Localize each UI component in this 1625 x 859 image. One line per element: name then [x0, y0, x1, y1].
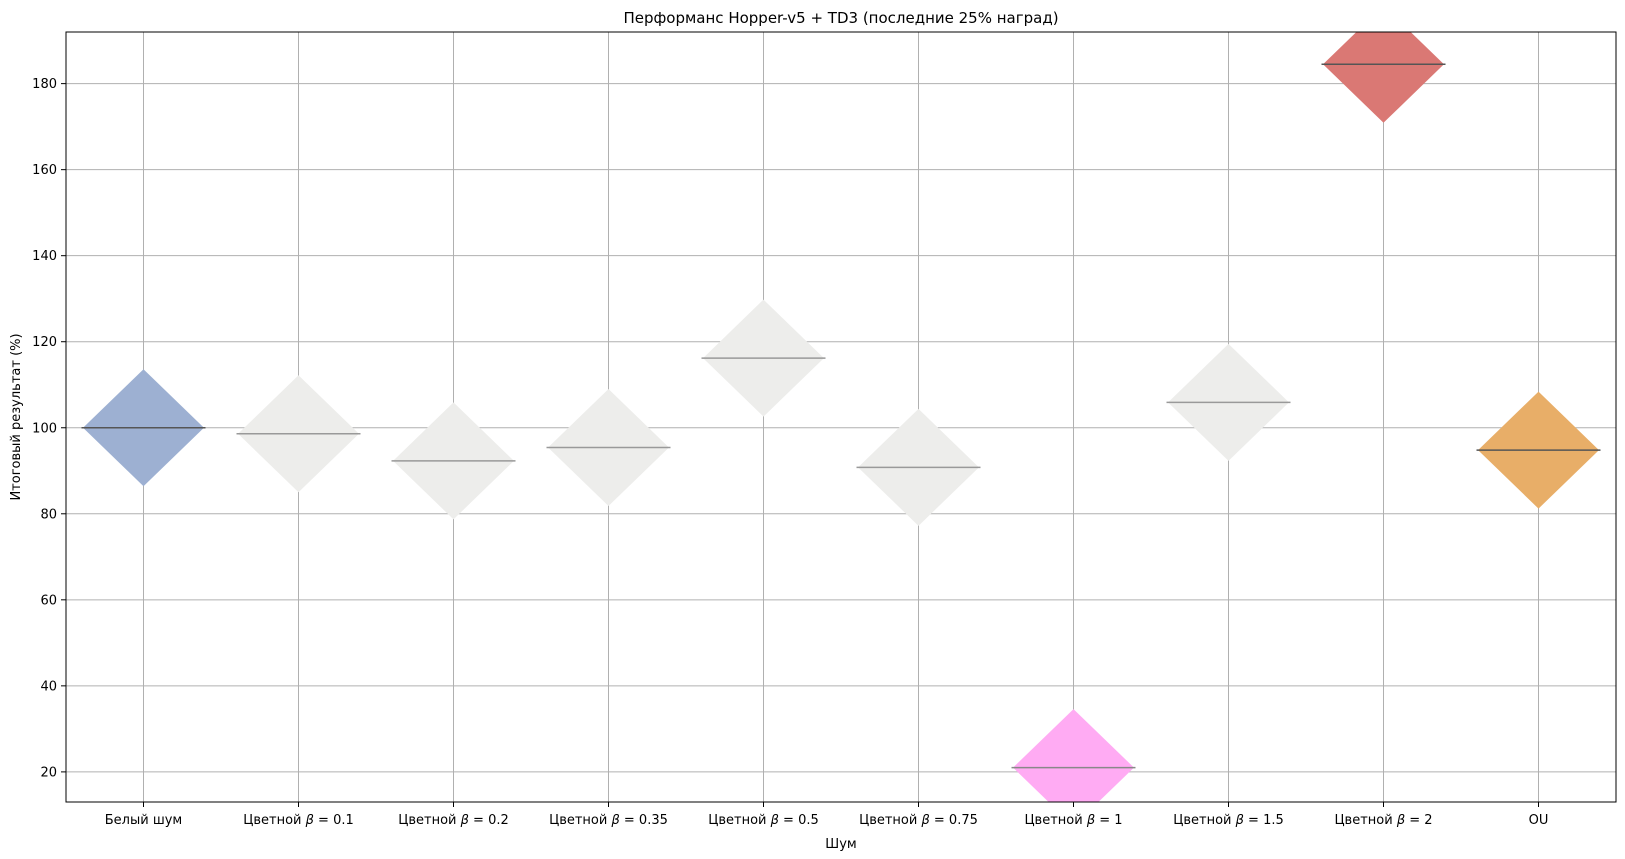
x-tick-label: Цветной β = 0.35 — [549, 813, 668, 828]
y-tick-label: 80 — [40, 507, 57, 522]
axis-ticks: 20 40 60 80 100 120 140 160 180 Белый шум Цветной … — [32, 77, 1548, 828]
x-tick-label: Цветной β = 0.75 — [859, 813, 978, 828]
x-tick-label: Белый шум — [105, 813, 182, 828]
y-tick-label: 160 — [32, 163, 57, 178]
x-tick-label: OU — [1529, 813, 1549, 828]
x-tick-label: Цветной β = 0.2 — [398, 813, 509, 828]
plot-frame — [65, 31, 1617, 803]
y-tick-label: 180 — [32, 77, 57, 92]
y-axis-label: Итоговый результат (%) — [9, 333, 24, 500]
y-tick-label: 60 — [40, 593, 57, 608]
y-tick-label: 20 — [40, 765, 57, 780]
x-tick-label: Цветной β = 1 — [1024, 813, 1122, 828]
x-tick-label: Цветной β = 0.1 — [243, 813, 354, 828]
x-axis-label: Шум — [825, 837, 856, 852]
chart-title: Перформанс Hopper-v5 + TD3 (последние 25… — [623, 9, 1058, 27]
y-tick-label: 40 — [40, 679, 57, 694]
diamond-mark — [1323, 32, 1444, 123]
diamond-mark — [1013, 709, 1134, 802]
x-tick-label: Цветной β = 2 — [1334, 813, 1432, 828]
x-tick-label: Цветной β = 1.5 — [1173, 813, 1284, 828]
x-tick-label: Цветной β = 0.5 — [708, 813, 819, 828]
data-marks — [81, 32, 1601, 802]
y-tick-label: 100 — [32, 421, 57, 436]
y-tick-label: 120 — [32, 335, 57, 350]
y-tick-label: 140 — [32, 249, 57, 264]
